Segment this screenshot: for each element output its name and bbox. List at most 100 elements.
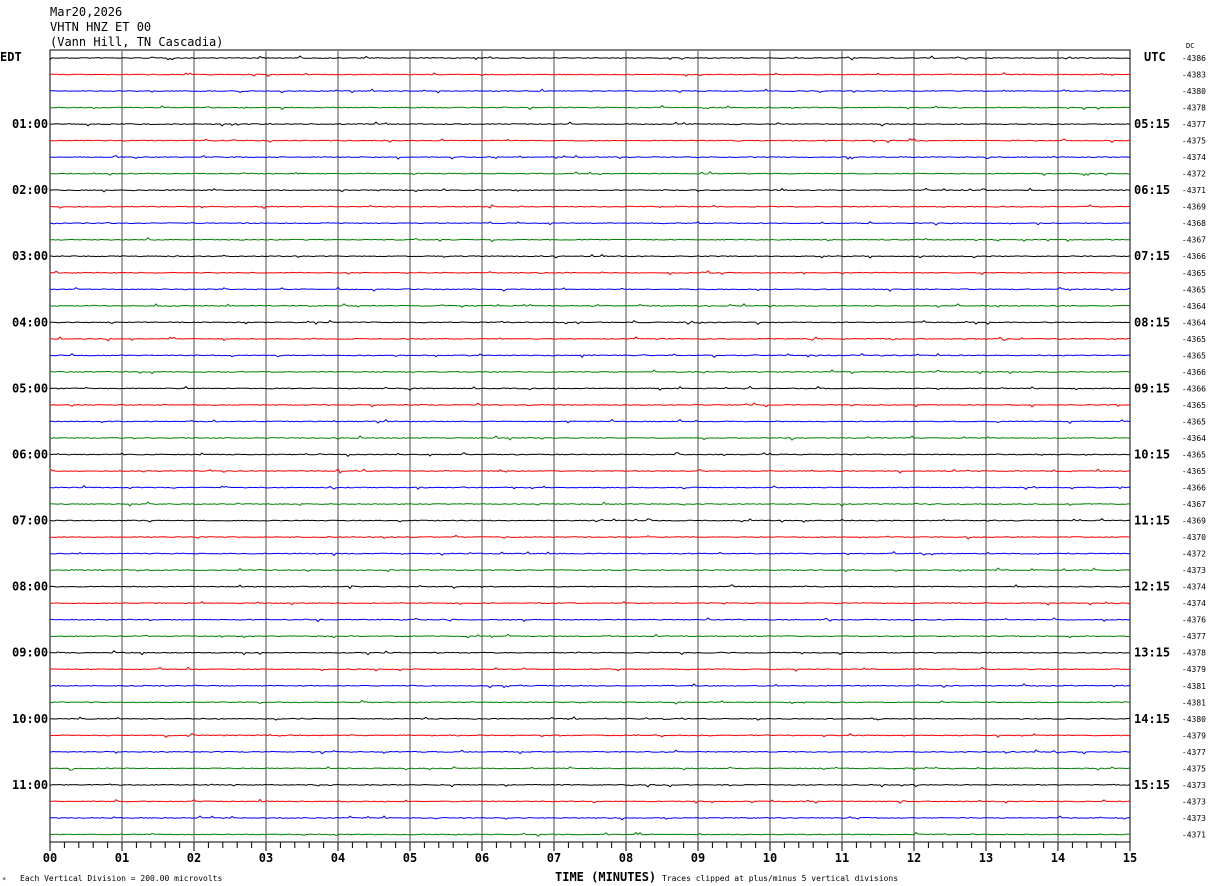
seismic-trace: [49, 633, 1131, 639]
left-time-label: 07:00: [12, 514, 48, 528]
seismic-trace: [49, 451, 1131, 457]
dc-offset-label: -4380: [1182, 715, 1206, 724]
dc-offset-label: -4370: [1182, 533, 1206, 542]
dc-offset-label: -4365: [1182, 285, 1206, 294]
chart-date: Mar20,2026: [50, 5, 123, 19]
dc-offset-label: -4377: [1182, 748, 1206, 757]
left-time-label: 10:00: [12, 712, 48, 726]
x-tick-label: 00: [43, 851, 57, 865]
x-tick-label: 07: [547, 851, 561, 865]
right-time-label: 08:15: [1134, 315, 1170, 329]
seismic-trace: [49, 385, 1131, 391]
seismic-trace: [49, 534, 1130, 540]
seismic-trace: [49, 187, 1131, 193]
dc-offset-label: -4374: [1182, 153, 1206, 162]
dc-offset-label: -4373: [1182, 566, 1206, 575]
seismic-trace: [50, 319, 1131, 325]
dc-offset-label: -4372: [1182, 550, 1206, 559]
seismic-trace: [49, 170, 1131, 177]
seismic-trace: [49, 72, 1131, 78]
right-time-label: 14:15: [1134, 712, 1170, 726]
right-time-label: 05:15: [1134, 117, 1170, 131]
seismic-trace: [49, 352, 1131, 359]
seismic-trace: [49, 270, 1131, 276]
seismic-trace: [49, 783, 1131, 788]
seismic-trace: [49, 501, 1131, 507]
right-time-label: 12:15: [1134, 580, 1170, 594]
x-tick-label: 13: [979, 851, 993, 865]
dc-offset-label: -4365: [1182, 269, 1206, 278]
seismic-trace: [49, 683, 1131, 689]
dc-offset-label: -4374: [1182, 599, 1206, 608]
left-time-label: 05:00: [12, 381, 48, 395]
dc-offset-label: -4379: [1182, 665, 1206, 674]
x-tick-label: 12: [907, 851, 921, 865]
x-tick-label: 14: [1051, 851, 1065, 865]
seismic-trace: [49, 55, 1131, 61]
right-time-label: 15:15: [1134, 778, 1170, 792]
seismic-trace: [49, 369, 1131, 375]
right-time-label: 11:15: [1134, 514, 1170, 528]
left-timezone-label: EDT: [0, 50, 22, 64]
seismic-trace: [49, 88, 1131, 94]
seismic-trace: [49, 121, 1131, 127]
x-tick-label: 09: [691, 851, 705, 865]
dc-offset-label: -4378: [1182, 649, 1206, 658]
x-tick-label: 08: [619, 851, 633, 865]
left-time-label: 11:00: [12, 778, 48, 792]
x-tick-label: 11: [835, 851, 849, 865]
x-tick-label: 03: [259, 851, 273, 865]
right-time-label: 10:15: [1134, 447, 1170, 461]
left-time-label: 02:00: [12, 183, 48, 197]
seismic-trace: [49, 551, 1131, 557]
dc-offset-label: -4365: [1182, 335, 1206, 344]
seismic-trace: [50, 137, 1131, 144]
seismic-trace: [49, 484, 1130, 490]
right-time-label: 09:15: [1134, 381, 1170, 395]
footer-mark: *: [2, 876, 6, 884]
seismic-trace: [49, 666, 1131, 672]
dc-offset-label: -4365: [1182, 401, 1206, 410]
x-axis-label: TIME (MINUTES): [555, 870, 656, 884]
seismic-trace: [49, 104, 1131, 111]
x-tick-label: 01: [115, 851, 129, 865]
dc-offset-label: -4364: [1182, 434, 1206, 443]
right-time-label: 07:15: [1134, 249, 1170, 263]
seismic-trace: [49, 815, 1131, 821]
x-tick-label: 04: [331, 851, 345, 865]
seismic-trace: [49, 732, 1131, 738]
dc-offset-label: -4365: [1182, 467, 1206, 476]
dc-offset-label: -4369: [1182, 203, 1206, 212]
x-tick-label: 10: [763, 851, 777, 865]
right-time-label: 13:15: [1134, 646, 1170, 660]
dc-offset-label: -4376: [1182, 616, 1206, 625]
seismic-trace: [49, 749, 1131, 755]
station-code: VHTN HNZ ET 00: [50, 20, 152, 34]
dc-offset-label: -4371: [1182, 186, 1206, 195]
dc-offset-label: -4364: [1182, 302, 1206, 311]
seismic-trace: [49, 617, 1131, 623]
seismic-trace: [49, 699, 1131, 705]
left-time-label: 08:00: [12, 580, 48, 594]
seismic-trace: [49, 600, 1131, 606]
x-tick-label: 06: [475, 851, 489, 865]
left-time-label: 01:00: [12, 117, 48, 131]
left-time-label: 04:00: [12, 315, 48, 329]
x-tick-label: 05: [403, 851, 417, 865]
seismic-trace: [49, 154, 1131, 160]
dc-offset-label: -4372: [1182, 170, 1206, 179]
x-tick-label: 02: [187, 851, 201, 865]
seismic-trace: [49, 798, 1131, 804]
x-tick-label: 15: [1123, 851, 1137, 865]
clip-note: Traces clipped at plus/minus 5 vertical …: [662, 874, 898, 883]
dc-offset-label: -4366: [1182, 368, 1206, 377]
dc-offset-label: -4371: [1182, 830, 1206, 839]
seismic-trace: [49, 831, 1130, 837]
seismic-trace: [50, 766, 1131, 771]
left-time-label: 09:00: [12, 646, 48, 660]
dc-label: DC: [1186, 42, 1194, 50]
dc-offset-label: -4373: [1182, 797, 1206, 806]
seismic-trace: [49, 650, 1131, 656]
dc-offset-label: -4377: [1182, 632, 1206, 641]
